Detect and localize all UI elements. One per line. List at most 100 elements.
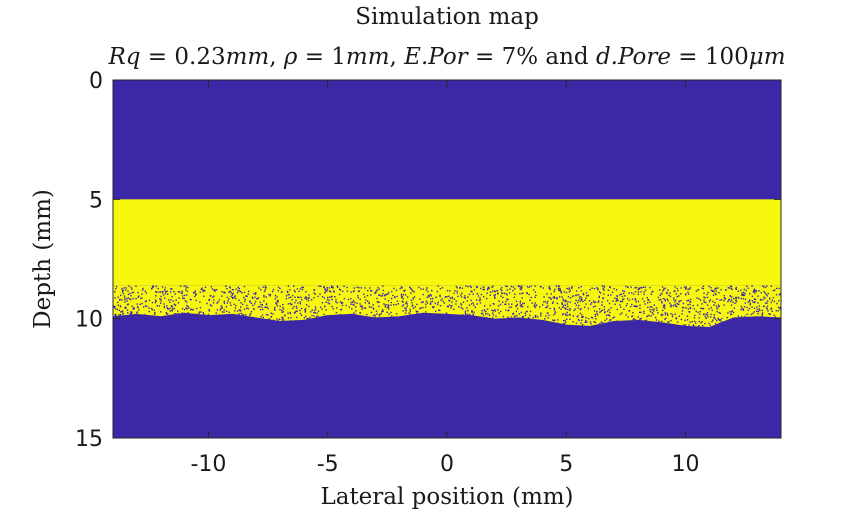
pore <box>622 292 625 295</box>
pore <box>127 297 129 299</box>
pore <box>519 286 521 288</box>
pore <box>681 307 684 309</box>
pore <box>684 319 686 321</box>
pore <box>689 311 691 313</box>
pore <box>689 307 692 310</box>
pore <box>456 287 458 289</box>
pore <box>274 294 277 297</box>
pore <box>649 310 652 313</box>
pore <box>557 289 560 291</box>
pore <box>130 311 132 313</box>
pore <box>564 301 567 303</box>
pore <box>264 306 266 308</box>
pore <box>664 298 666 301</box>
pore <box>185 285 187 287</box>
pore <box>591 302 593 304</box>
pore <box>567 296 570 298</box>
pore <box>233 303 235 305</box>
pore <box>272 313 274 315</box>
pore <box>184 308 186 311</box>
pore <box>685 294 687 296</box>
pore <box>770 301 772 304</box>
pore <box>471 310 473 312</box>
pore <box>308 294 310 296</box>
pore <box>666 312 668 315</box>
pore <box>559 287 561 290</box>
pore <box>335 301 337 303</box>
pore <box>265 306 267 309</box>
pore <box>332 290 335 292</box>
pore <box>464 297 467 299</box>
pore <box>257 306 260 308</box>
pore <box>160 295 162 298</box>
pore <box>420 307 422 309</box>
pore <box>400 293 403 296</box>
pore <box>324 292 326 294</box>
pore <box>427 295 430 297</box>
pore <box>478 299 481 302</box>
pore <box>691 320 693 323</box>
pore <box>287 312 289 314</box>
pore <box>716 298 718 300</box>
pore <box>551 302 554 304</box>
pore <box>519 285 521 287</box>
pore <box>576 294 578 296</box>
pore <box>173 290 175 293</box>
pore <box>609 286 611 289</box>
pore <box>231 296 234 299</box>
pore <box>582 294 585 296</box>
pore <box>431 300 434 303</box>
subtitle-part: , <box>269 44 284 70</box>
pore <box>574 302 576 305</box>
pore <box>613 288 615 290</box>
pore <box>647 306 649 308</box>
pore <box>521 292 523 295</box>
pore <box>264 287 267 289</box>
pore <box>505 292 507 295</box>
pore <box>633 305 635 307</box>
pore <box>715 287 718 290</box>
pore <box>213 295 215 297</box>
pore <box>120 294 122 297</box>
pore <box>308 305 310 308</box>
pore <box>170 291 172 293</box>
pore <box>203 313 205 315</box>
pore <box>696 304 699 306</box>
pore <box>363 293 365 295</box>
pore <box>262 316 264 319</box>
pore <box>249 300 251 302</box>
pore <box>457 295 459 298</box>
pore <box>448 295 450 297</box>
pore <box>493 294 495 296</box>
pore <box>204 286 207 288</box>
pore <box>297 296 299 298</box>
pore <box>757 313 759 315</box>
pore <box>260 316 262 318</box>
pore <box>376 289 379 291</box>
pore <box>242 314 245 316</box>
pore <box>597 287 599 290</box>
pore <box>564 319 566 322</box>
pore <box>422 306 424 309</box>
pore <box>214 289 216 291</box>
pore <box>280 291 283 293</box>
pore <box>387 300 390 302</box>
pore <box>456 292 458 294</box>
pore <box>773 314 775 316</box>
pore <box>666 298 669 300</box>
pore <box>425 306 427 308</box>
pore <box>287 317 290 319</box>
pore <box>489 304 491 307</box>
pore <box>501 287 503 289</box>
pore <box>376 301 378 303</box>
pore <box>730 313 733 315</box>
pore <box>114 297 116 299</box>
pore <box>694 314 696 317</box>
pore <box>664 307 666 309</box>
pore <box>568 291 571 293</box>
pore <box>448 299 450 301</box>
pore <box>145 292 147 294</box>
pore <box>587 307 590 310</box>
pore <box>732 297 735 300</box>
